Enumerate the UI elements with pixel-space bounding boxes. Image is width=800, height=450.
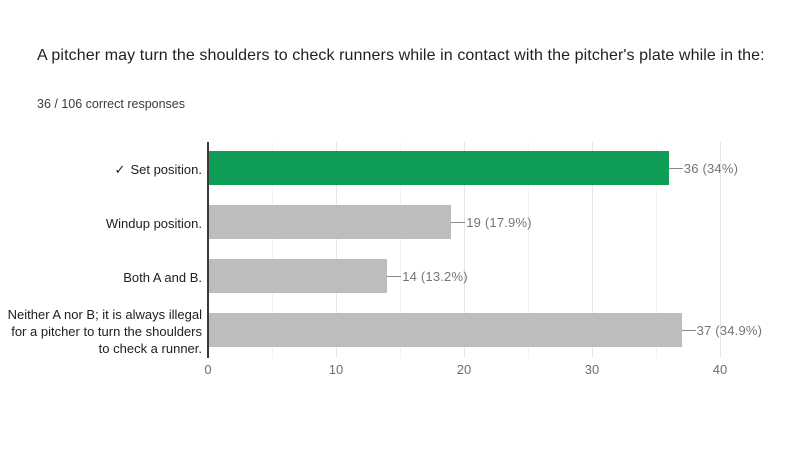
bar-neither-a-nor-b <box>208 313 682 347</box>
annotation-stem <box>451 221 466 223</box>
correct-responses-count: 36 / 106 correct responses <box>37 97 185 111</box>
x-axis-tick-label: 20 <box>456 362 472 377</box>
annotation-stem <box>681 329 696 331</box>
major-gridline <box>464 142 465 358</box>
annotation-text: 14 (13.2%) <box>402 268 468 284</box>
annotation-text: 36 (34%) <box>683 160 739 176</box>
correct-answer-check-icon: ✓ <box>114 161 126 177</box>
bar-row: 37 (34.9%) <box>208 304 762 358</box>
bar-row: 19 (17.9%) <box>208 196 720 250</box>
annotation-stem <box>668 167 683 169</box>
bar-annotation: 19 (17.9%) <box>451 215 532 230</box>
question-title: A pitcher may turn the shoulders to chec… <box>37 47 765 64</box>
minor-gridline <box>528 142 529 358</box>
x-axis-tick-label: 10 <box>328 362 344 377</box>
bar-row: 36 (34%) <box>208 142 738 196</box>
category-label-both-a-and-b: Both A and B. <box>2 250 202 304</box>
bar-annotation: 37 (34.9%) <box>681 322 763 338</box>
annotation-text: 37 (34.9%) <box>696 322 763 338</box>
category-label-windup-position: Windup position. <box>2 196 202 250</box>
minor-gridline <box>656 142 657 358</box>
major-gridline <box>720 142 721 358</box>
category-label-text: Windup position. <box>105 215 202 231</box>
minor-gridline <box>272 142 273 358</box>
plot-area: 36 (34%) 19 (17.9%) <box>207 142 762 358</box>
major-gridline <box>336 142 337 358</box>
annotation-stem <box>387 275 402 277</box>
category-label-text: Neither A nor B; it is always illegal fo… <box>7 306 202 356</box>
x-axis-tick-label: 0 <box>204 362 212 377</box>
bar-windup-position <box>208 205 452 239</box>
category-label-text: Set position. <box>130 161 202 177</box>
bar-row: 14 (13.2%) <box>208 250 720 304</box>
category-label-text: Both A and B. <box>123 269 202 285</box>
minor-gridline <box>400 142 401 358</box>
annotation-text: 19 (17.9%) <box>466 214 532 230</box>
value-axis-line <box>207 142 209 358</box>
x-axis-tick-label: 40 <box>712 362 728 377</box>
x-axis-tick-label: 30 <box>584 362 600 377</box>
value-axis: 0 10 20 30 40 <box>204 362 727 382</box>
bar-set-position <box>208 151 669 185</box>
category-label-neither-a-nor-b: Neither A nor B; it is always illegal fo… <box>2 304 202 358</box>
category-label-set-position: ✓ Set position. <box>2 142 202 196</box>
bar-both-a-and-b <box>208 259 388 293</box>
category-axis-labels: ✓ Set position. Windup position. Both A … <box>2 142 205 358</box>
bar-annotation: 14 (13.2%) <box>387 269 468 284</box>
bar-annotation: 36 (34%) <box>668 160 739 176</box>
bar-chart: ✓ Set position. Windup position. Both A … <box>0 142 800 392</box>
major-gridline <box>592 142 593 358</box>
